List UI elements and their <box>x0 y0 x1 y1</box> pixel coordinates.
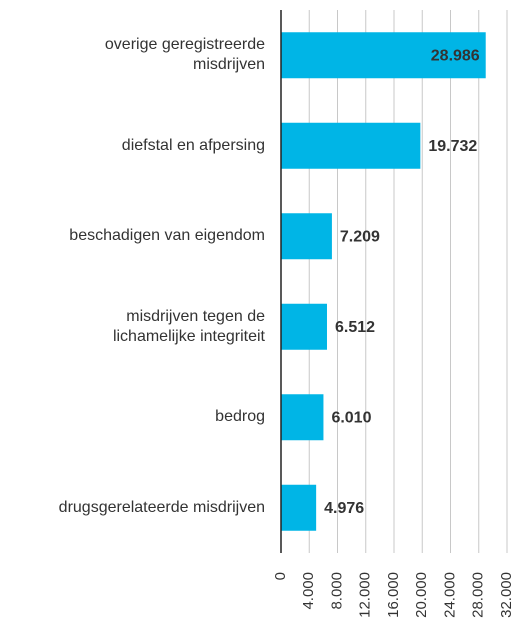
x-tick-label: 16.000 <box>385 572 402 618</box>
x-tick-label: 28.000 <box>470 572 487 618</box>
x-tick-label: 24.000 <box>441 572 458 618</box>
y-tick-label: bedrog <box>215 408 265 426</box>
y-tick-label: overige geregistreerde misdrijven <box>104 36 265 74</box>
y-tick-label: beschadigen van eigendom <box>69 227 265 245</box>
bar <box>281 213 332 260</box>
x-tick-label: 8.000 <box>328 572 345 610</box>
data-label: 7.209 <box>340 228 380 245</box>
x-tick-label: 12.000 <box>357 572 374 618</box>
y-tick-label: drugsgerelateerde misdrijven <box>58 498 265 516</box>
bar <box>281 32 486 79</box>
data-label: 6.512 <box>335 319 375 336</box>
x-tick-label: 0 <box>272 572 289 580</box>
y-tick-label: misdrijven tegen de lichamelijke integri… <box>112 307 265 345</box>
bar <box>281 122 421 169</box>
data-label: 28.986 <box>431 47 480 64</box>
x-tick-label: 32.000 <box>498 572 515 618</box>
x-tick-label: 4.000 <box>300 572 317 610</box>
data-label: 4.976 <box>324 500 364 517</box>
y-tick-label: diefstal en afpersing <box>121 136 265 154</box>
bar <box>281 484 317 531</box>
bar <box>281 394 324 441</box>
data-label: 6.010 <box>331 409 371 426</box>
x-tick-label: 20.000 <box>413 572 430 618</box>
data-label: 19.732 <box>428 138 477 155</box>
bar <box>281 303 327 350</box>
